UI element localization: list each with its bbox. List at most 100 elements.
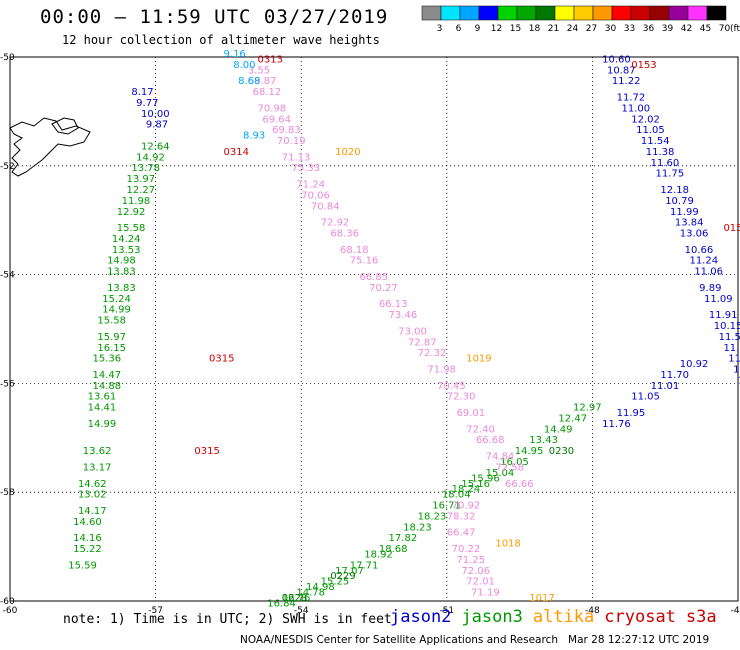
- y-tick-label: -60: [0, 597, 15, 607]
- data-label-s3a: 69.87: [248, 76, 277, 87]
- data-label-jason2: 9.87: [146, 120, 168, 131]
- data-label-jason3: 17.82: [389, 533, 418, 544]
- data-label-jason2: 11.21: [728, 354, 740, 365]
- scale-label: 21: [548, 24, 559, 34]
- scale-label: 18: [529, 24, 541, 34]
- data-label-jason2: 9.77: [136, 98, 158, 109]
- data-label-jason2: 11.72: [617, 93, 646, 104]
- scale-label: 24: [567, 24, 579, 34]
- data-label-jason3: 15.04: [486, 468, 515, 479]
- data-label-s3a: 71.25: [457, 555, 486, 566]
- data-label-jason3: 13.02: [78, 490, 107, 501]
- data-label-jason3: 15.97: [97, 332, 126, 343]
- data-label-s3a: 70.22: [452, 544, 481, 555]
- data-label-s3a: 66.85: [359, 272, 388, 283]
- data-label-jason3: 15.24: [102, 294, 131, 305]
- data-label-jason3: 14.95: [515, 446, 544, 457]
- data-label-jason2: 9.89: [699, 283, 721, 294]
- data-label-jason3: 16.71: [432, 501, 461, 512]
- data-label-jason3: 15.36: [93, 354, 122, 365]
- data-label-jason3: 14.60: [73, 517, 102, 528]
- x-tick-label: -45: [731, 606, 740, 616]
- data-label-s3a: 71.98: [427, 365, 456, 376]
- data-label-jason2-cyan: 9.16: [224, 49, 246, 60]
- data-label-s3a: 66.68: [476, 435, 505, 446]
- data-label-jason2: 11.22: [612, 76, 641, 87]
- scale-label: 39: [662, 24, 674, 34]
- data-label-jason3: 15.25: [321, 577, 350, 588]
- legend-item-altika: altika: [532, 607, 595, 627]
- x-tick-label: -57: [148, 606, 163, 616]
- data-label-jason2-cyan: 8.68: [238, 76, 260, 87]
- data-label-jason3: 14.49: [544, 424, 573, 435]
- y-tick-label: -50: [0, 53, 15, 63]
- data-label-s3a: 66.66: [505, 479, 534, 490]
- data-label-jason3: 15.58: [97, 316, 126, 327]
- data-label-jason2-cyan: 8.93: [243, 131, 265, 142]
- data-label-jason2: 10.66: [685, 245, 714, 256]
- data-label-cryosat: 0313: [258, 54, 283, 65]
- data-label-cryosat: 0315: [209, 354, 234, 365]
- scale-label: 30: [605, 24, 617, 34]
- scale-label: 15: [510, 24, 521, 34]
- data-label-jason2: 10.00: [141, 109, 170, 120]
- data-label-jason3: 15.96: [471, 473, 500, 484]
- data-label-cryosat: 0314: [224, 147, 249, 158]
- scale-label: 42: [681, 24, 692, 34]
- data-label-jason2: 11.75: [655, 169, 684, 180]
- scale-label: 6: [456, 24, 462, 34]
- data-label-cryosat: 0315: [194, 446, 219, 457]
- data-label-s3a: 75.16: [350, 256, 379, 267]
- scale-label: 36: [643, 24, 655, 34]
- legend-item-jason2: jason2: [390, 607, 452, 627]
- data-label-jason2: 11.05: [636, 125, 665, 136]
- data-label-jason3: 14.47: [93, 370, 122, 381]
- data-label-jason2: 10.92: [733, 365, 740, 376]
- data-label-jason2: 8.17: [131, 87, 153, 98]
- data-label-s3a: 73.00: [398, 326, 427, 337]
- data-label-jason3: 18.68: [379, 544, 408, 555]
- data-label-s3a: 68.36: [330, 229, 359, 240]
- data-label-jason3: 17.07: [335, 566, 364, 577]
- data-label-jason3: 13.62: [83, 446, 112, 457]
- legend-item-cryosat: cryosat: [604, 607, 676, 627]
- data-label-jason2: 11.99: [670, 207, 699, 218]
- data-label-jason3: 13.61: [88, 392, 117, 403]
- data-label-jason3: 16.15: [97, 343, 126, 354]
- data-label-s3a: 74.84: [486, 452, 515, 463]
- data-label-s3a: 70.19: [277, 136, 306, 147]
- data-label-s3a: 75.33: [291, 163, 320, 174]
- x-tick-label: -54: [294, 606, 309, 616]
- data-label-jason3: 14.98: [107, 256, 136, 267]
- data-label-jason2: 10.87: [607, 65, 636, 76]
- satellite-legend: jason2 jason3 altika cryosat s3a: [390, 607, 727, 627]
- data-label-jason3: 12.97: [573, 403, 602, 414]
- data-label-jason3: 14.78: [296, 588, 325, 599]
- page-subtitle: 12 hour collection of altimeter wave hei…: [62, 33, 380, 47]
- data-label-s3a: 72.87: [408, 337, 437, 348]
- y-tick-label: -54: [0, 271, 15, 281]
- data-label-jason3: 18.23: [418, 511, 447, 522]
- data-label-jason2: 11.58: [719, 332, 740, 343]
- scale-label: 33: [624, 24, 635, 34]
- data-label-jason3: 14.88: [93, 381, 122, 392]
- data-label-jason3: 15.58: [117, 223, 146, 234]
- data-label-jason3-time: 0228: [282, 593, 307, 604]
- plot-frame: [9, 56, 739, 602]
- data-label-s3a: 72.58: [495, 462, 524, 473]
- data-label-jason3: 17.71: [350, 560, 379, 571]
- data-label-jason2: 11.09: [704, 294, 733, 305]
- data-label-s3a: 70.98: [258, 103, 287, 114]
- data-label-s3a: 73.46: [389, 310, 418, 321]
- y-tick-label: -58: [0, 488, 15, 498]
- data-label-jason2: 11.91: [709, 310, 738, 321]
- data-label-jason3: 15.22: [73, 544, 102, 555]
- y-tick-label: -56: [0, 379, 15, 389]
- footer-note: note: 1) Time is in UTC; 2) SWH is in fe…: [63, 612, 392, 627]
- data-label-jason3: 13.78: [131, 163, 160, 174]
- data-label-jason3: 12.27: [126, 185, 155, 196]
- x-tick-label: -60: [3, 606, 18, 616]
- x-tick-label: -48: [585, 606, 600, 616]
- data-label-jason2: 10.60: [602, 54, 631, 65]
- data-label-s3a: 72.32: [418, 348, 447, 359]
